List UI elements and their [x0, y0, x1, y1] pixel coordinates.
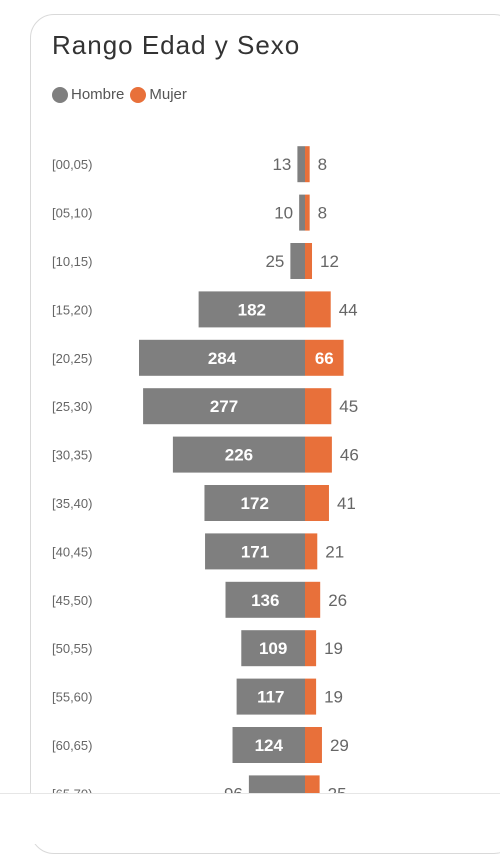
category-label: [05,10)	[52, 206, 92, 221]
bar-hombre[interactable]	[225, 581, 305, 618]
bar-mujer[interactable]	[305, 581, 321, 618]
bar-mujer[interactable]	[305, 339, 344, 376]
bar-mujer[interactable]	[305, 291, 331, 328]
chart-title: Rango Edad y Sexo	[52, 30, 301, 60]
data-label-hombre: 226	[225, 446, 253, 465]
data-label-mujer: 41	[337, 494, 356, 513]
data-label-mujer: 26	[328, 591, 347, 610]
data-label-mujer: 21	[325, 542, 344, 561]
bar-hombre[interactable]	[172, 436, 305, 473]
data-label-hombre: 124	[255, 736, 284, 755]
data-label-mujer: 46	[340, 446, 359, 465]
chart-legend[interactable]: Hombre Mujer	[52, 86, 193, 103]
bar-mujer[interactable]	[305, 678, 317, 715]
data-label-hombre: 136	[251, 591, 279, 610]
category-label: [00,05)	[52, 157, 92, 172]
bar-mujer[interactable]	[305, 194, 310, 231]
data-label-mujer: 44	[339, 300, 358, 319]
bar-hombre[interactable]	[232, 727, 305, 763]
data-label-mujer: 12	[320, 252, 339, 271]
data-label-hombre: 172	[241, 494, 269, 513]
bar-mujer[interactable]	[305, 388, 332, 425]
category-label: [35,40)	[52, 496, 92, 511]
category-label: [40,45)	[52, 544, 92, 559]
bar-mujer[interactable]	[305, 243, 313, 279]
category-label: [50,55)	[52, 641, 92, 656]
bar-hombre[interactable]	[204, 485, 305, 521]
data-label-hombre: 277	[210, 397, 238, 416]
category-label: [60,65)	[52, 738, 92, 753]
data-label-hombre: 171	[241, 542, 269, 561]
bar-hombre[interactable]	[297, 146, 305, 183]
bar-mujer[interactable]	[305, 485, 329, 521]
legend-label-mujer: Mujer	[149, 86, 187, 103]
bar-mujer[interactable]	[305, 436, 332, 473]
category-label: [10,15)	[52, 254, 92, 269]
bar-mujer[interactable]	[305, 630, 317, 667]
category-label: [45,50)	[52, 593, 92, 608]
bar-hombre[interactable]	[290, 243, 305, 279]
bar-mujer[interactable]	[305, 533, 318, 570]
legend-item-hombre[interactable]: Hombre	[52, 86, 124, 103]
legend-dot-hombre	[52, 86, 68, 103]
category-label: [30,35)	[52, 448, 92, 463]
legend-label-hombre: Hombre	[71, 86, 125, 103]
data-label-hombre: 13	[272, 155, 291, 174]
category-label: [20,25)	[52, 351, 92, 366]
legend-item-mujer[interactable]: Mujer	[130, 86, 187, 103]
category-label: [15,20)	[52, 302, 92, 317]
data-label-hombre: 109	[259, 639, 287, 658]
data-label-hombre: 117	[257, 688, 284, 707]
data-label-mujer: 19	[324, 639, 343, 658]
bar-hombre[interactable]	[205, 533, 305, 570]
bar-hombre[interactable]	[236, 678, 305, 715]
data-label-hombre: 182	[238, 300, 266, 319]
data-label-mujer: 8	[318, 155, 327, 174]
category-label: [25,30)	[52, 399, 92, 414]
bar-hombre[interactable]	[143, 388, 305, 425]
legend-dot-mujer	[130, 86, 147, 103]
data-label-hombre: 284	[208, 349, 237, 368]
panel-bottom-edge	[0, 793, 500, 844]
data-label-hombre: 25	[265, 252, 284, 271]
data-label-mujer: 45	[339, 397, 358, 416]
data-label-mujer: 29	[330, 736, 349, 755]
bar-mujer[interactable]	[305, 727, 322, 763]
bar-hombre[interactable]	[241, 630, 305, 667]
data-label-mujer: 66	[315, 349, 334, 368]
data-label-hombre: 10	[274, 204, 293, 223]
bar-hombre[interactable]	[198, 291, 305, 328]
data-label-mujer: 19	[324, 688, 343, 707]
bar-hombre[interactable]	[139, 339, 305, 376]
bar-hombre[interactable]	[299, 194, 305, 231]
bar-mujer[interactable]	[305, 146, 310, 183]
category-label: [55,60)	[52, 690, 92, 705]
data-label-mujer: 8	[318, 204, 327, 223]
